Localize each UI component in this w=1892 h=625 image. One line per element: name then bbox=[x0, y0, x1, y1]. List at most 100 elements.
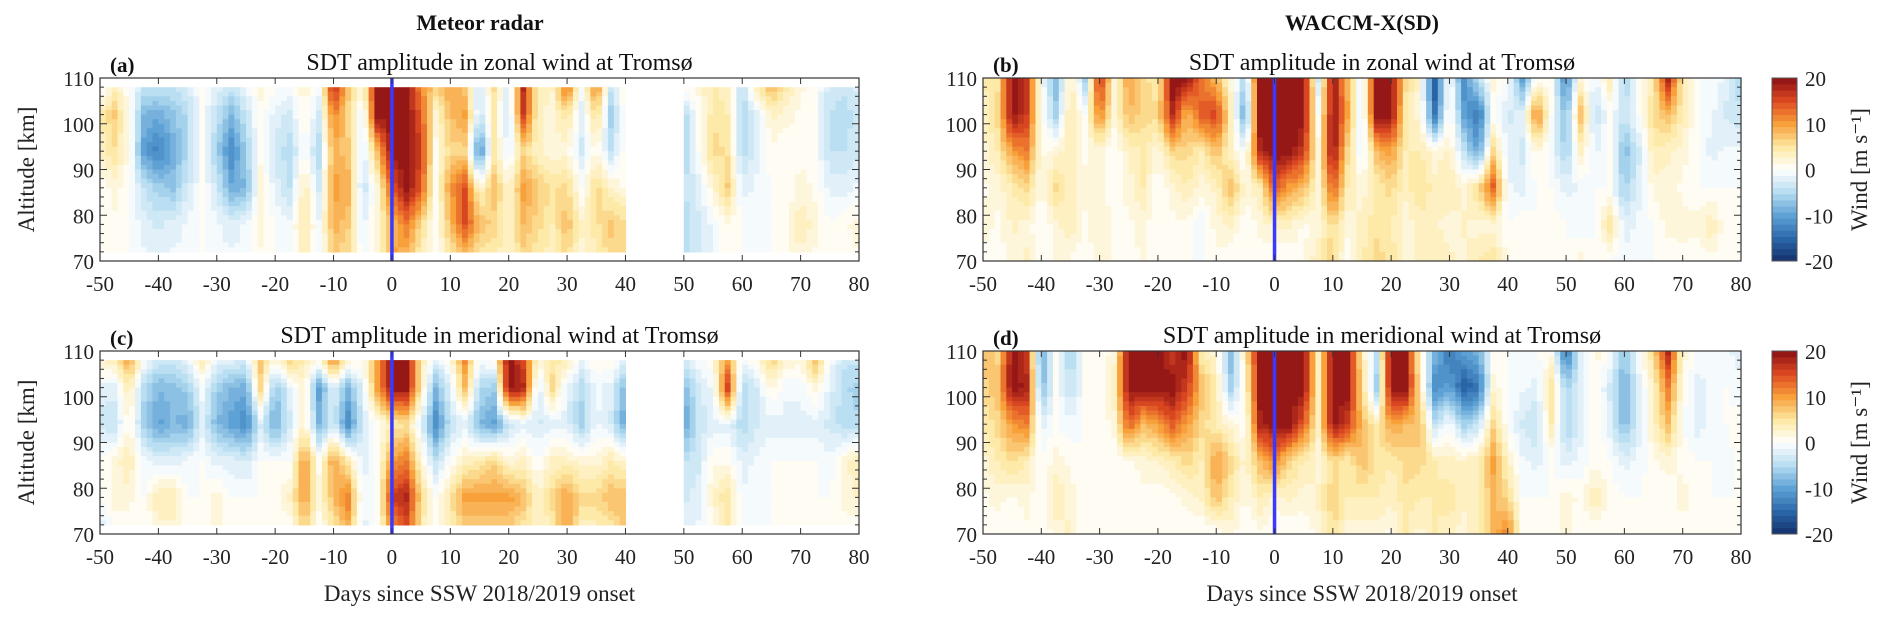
heatmap-cell bbox=[520, 229, 533, 235]
heatmap-cell bbox=[994, 123, 1002, 129]
heatmap-cell bbox=[339, 119, 346, 125]
heatmap-cell bbox=[1397, 137, 1404, 143]
heatmap-cell bbox=[537, 137, 545, 143]
heatmap-cell bbox=[368, 229, 375, 235]
heatmap-cell bbox=[432, 206, 440, 212]
heatmap-cell bbox=[327, 119, 335, 125]
heatmap-cell bbox=[1659, 128, 1672, 134]
heatmap-cell bbox=[228, 174, 235, 180]
heatmap-cell bbox=[1437, 132, 1445, 139]
heatmap-cell bbox=[1175, 128, 1182, 134]
heatmap-cell bbox=[1047, 82, 1054, 88]
heatmap-cell bbox=[1426, 82, 1433, 88]
heatmap-cell bbox=[216, 187, 224, 193]
heatmap-cell bbox=[1525, 142, 1532, 148]
heatmap-cell bbox=[281, 178, 288, 184]
heatmap-cell bbox=[351, 201, 358, 207]
heatmap-cell bbox=[246, 87, 253, 93]
heatmap-cell bbox=[374, 219, 381, 225]
heatmap-cell bbox=[1222, 100, 1229, 107]
heatmap-cell bbox=[316, 238, 323, 244]
heatmap-cell bbox=[473, 233, 481, 239]
heatmap-cell bbox=[1426, 110, 1433, 116]
heatmap-cell bbox=[275, 233, 294, 239]
heatmap-cell bbox=[251, 178, 259, 184]
heatmap-cell bbox=[1198, 78, 1206, 84]
heatmap-cell bbox=[602, 242, 627, 248]
heatmap-cell bbox=[246, 206, 253, 212]
heatmap-cell bbox=[759, 119, 767, 125]
heatmap-cell bbox=[1577, 78, 1585, 84]
heatmap-cell bbox=[356, 224, 370, 230]
heatmap-cell bbox=[298, 229, 311, 235]
heatmap-cell bbox=[1391, 78, 1398, 84]
heatmap-cell bbox=[427, 96, 434, 102]
heatmap-cell bbox=[1222, 91, 1229, 97]
heatmap-cell bbox=[351, 215, 358, 221]
heatmap-cell bbox=[175, 146, 183, 152]
heatmap-cell bbox=[835, 215, 860, 221]
heatmap-cell bbox=[1088, 82, 1095, 88]
heatmap-cell bbox=[1041, 82, 1048, 88]
heatmap-cell bbox=[1601, 128, 1608, 134]
heatmap-cell bbox=[1058, 137, 1066, 143]
heatmap-cell bbox=[983, 123, 990, 129]
heatmap-cell bbox=[590, 146, 603, 152]
heatmap-cell bbox=[736, 178, 743, 184]
heatmap-cell bbox=[1362, 146, 1369, 152]
heatmap-cell bbox=[988, 91, 996, 97]
heatmap-cell bbox=[193, 142, 200, 148]
heatmap-cell bbox=[210, 151, 218, 157]
heatmap-cell bbox=[607, 110, 615, 116]
heatmap-cell bbox=[222, 192, 229, 198]
heatmap-cell bbox=[983, 119, 990, 125]
heatmap-cell bbox=[292, 119, 300, 125]
heatmap-cell bbox=[818, 224, 848, 230]
heatmap-cell bbox=[771, 238, 790, 244]
heatmap-cell bbox=[701, 169, 708, 175]
heatmap-cell bbox=[1198, 151, 1206, 157]
heatmap-cell bbox=[543, 224, 551, 230]
heatmap-cell bbox=[415, 206, 422, 212]
heatmap-cell bbox=[1006, 96, 1013, 102]
heatmap-cell bbox=[1088, 91, 1095, 97]
heatmap-cell bbox=[1449, 96, 1456, 102]
heatmap-cell bbox=[1554, 137, 1561, 143]
heatmap-cell bbox=[467, 183, 475, 189]
heatmap-cell bbox=[759, 87, 767, 93]
heatmap-cell bbox=[321, 155, 329, 161]
heatmap-cell bbox=[409, 160, 416, 166]
heatmap-cell bbox=[1047, 123, 1054, 129]
heatmap-cell bbox=[707, 137, 714, 143]
heatmap-cell bbox=[1577, 146, 1585, 152]
heatmap-cell bbox=[983, 105, 990, 111]
heatmap-cell bbox=[1262, 142, 1299, 148]
heatmap-cell bbox=[333, 164, 346, 171]
heatmap-cell bbox=[1356, 132, 1363, 139]
heatmap-cell bbox=[1222, 119, 1229, 125]
heatmap-cell bbox=[1671, 123, 1678, 129]
heatmap-cell bbox=[333, 229, 340, 235]
heatmap-cell bbox=[1239, 78, 1246, 84]
heatmap-cell bbox=[397, 233, 405, 239]
heatmap-cell bbox=[1350, 91, 1357, 97]
heatmap-cell bbox=[1560, 100, 1567, 107]
heatmap-cell bbox=[1210, 123, 1217, 129]
heatmap-cell bbox=[1671, 151, 1690, 157]
heatmap-cell bbox=[1665, 82, 1672, 88]
heatmap-cell bbox=[1245, 100, 1252, 107]
heatmap-cell bbox=[497, 196, 504, 203]
heatmap-cell bbox=[327, 110, 335, 116]
heatmap-cell bbox=[310, 178, 317, 184]
heatmap-cell bbox=[100, 219, 130, 225]
heatmap-cell bbox=[1163, 123, 1171, 129]
heatmap-cell bbox=[555, 114, 562, 120]
heatmap-cell bbox=[251, 110, 259, 116]
heatmap-cell bbox=[129, 110, 136, 116]
heatmap-cell bbox=[1175, 155, 1188, 161]
heatmap-cell bbox=[532, 151, 545, 157]
heatmap-cell bbox=[1064, 119, 1077, 125]
heatmap-cell bbox=[175, 183, 183, 189]
heatmap-cell bbox=[607, 192, 621, 198]
heatmap-cell bbox=[140, 229, 183, 235]
